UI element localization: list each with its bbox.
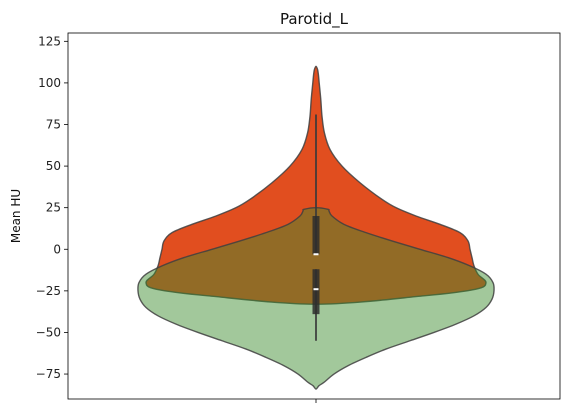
box-iqr-1: [312, 216, 320, 255]
y-tick-label: 125: [38, 34, 61, 48]
y-tick-label: −75: [36, 367, 61, 381]
y-tick-label: 0: [53, 242, 61, 256]
y-tick-label: 100: [38, 76, 61, 90]
y-axis: −75 −50 −25 0 25 50 75 100 125: [36, 34, 68, 381]
y-tick-label: −50: [36, 325, 61, 339]
y-tick-label: −25: [36, 284, 61, 298]
box-plots: [312, 114, 320, 341]
y-tick-label: 25: [46, 201, 61, 215]
y-axis-label: Mean HU: [9, 189, 23, 243]
box-iqr-2: [312, 269, 320, 315]
chart-title: Parotid_L: [280, 10, 349, 29]
plot-frame: [67, 32, 561, 400]
y-tick-label: 75: [46, 118, 61, 132]
y-tick-label: 50: [46, 159, 61, 173]
